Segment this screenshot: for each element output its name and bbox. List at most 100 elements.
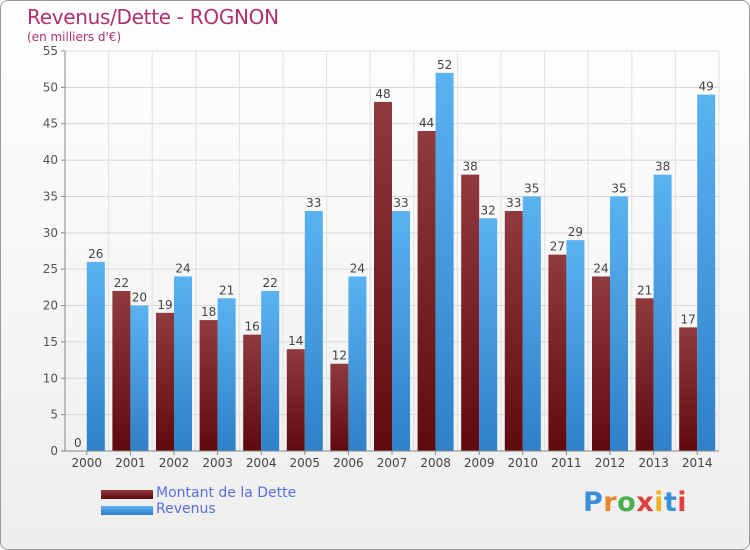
data-label: 24 (175, 261, 190, 275)
logo-letter: i (677, 487, 688, 518)
x-tick-label: 2011 (551, 456, 582, 470)
legend-swatch-debt (101, 490, 153, 499)
bar-debt-2004 (243, 334, 262, 451)
bar-revenue-2003 (217, 298, 236, 451)
data-label: 0 (74, 436, 82, 450)
bar-debt-2013 (635, 298, 654, 451)
x-tick-label: 2003 (202, 456, 233, 470)
x-tick-label: 2007 (377, 456, 408, 470)
x-tick-label: 2000 (72, 456, 103, 470)
legend-swatch-revenue (101, 506, 153, 515)
data-label: 24 (593, 261, 608, 275)
data-label: 38 (655, 160, 670, 174)
data-label: 21 (219, 283, 234, 297)
data-label: 27 (550, 240, 565, 254)
x-tick-label: 2002 (159, 456, 190, 470)
y-tick-label: 45 (43, 117, 58, 131)
bar-revenue-2002 (174, 276, 192, 451)
y-tick-label: 20 (43, 299, 58, 313)
x-tick-label: 2001 (115, 456, 146, 470)
data-label: 24 (350, 261, 365, 275)
logo-letter: r (603, 487, 618, 518)
axes: 0 5 10 15 20 25 30 35 40 45 50 55 2000 2001 2002 2003 20… (43, 44, 719, 470)
bar-revenue-2010 (522, 196, 541, 451)
bar-revenue-2001 (130, 305, 149, 451)
bar-revenue-2014 (697, 94, 716, 452)
x-tick-label: 2005 (290, 456, 321, 470)
x-tick-label: 2004 (246, 456, 277, 470)
data-label: 33 (393, 196, 408, 210)
bar-debt-2014 (679, 327, 698, 451)
bar-debt-2006 (330, 363, 349, 451)
bar-debt-2011 (548, 254, 567, 451)
y-tick-label: 15 (43, 335, 58, 349)
x-tick-label: 2012 (595, 456, 626, 470)
data-label: 38 (463, 160, 478, 174)
data-label: 18 (201, 305, 216, 319)
bar-revenue-2006 (348, 276, 367, 451)
y-tick-label: 10 (43, 371, 58, 385)
bar-revenue-2011 (566, 240, 585, 451)
data-label: 16 (245, 320, 260, 334)
chart-title: Revenus/Dette - ROGNON (27, 5, 279, 29)
data-label: 32 (481, 203, 496, 217)
data-label: 49 (699, 80, 714, 94)
y-tick-label: 35 (43, 189, 58, 203)
bar-revenue-2009 (479, 218, 498, 451)
logo-letter: i (654, 487, 664, 518)
legend-label-debt: Montant de la Dette (156, 485, 297, 501)
x-tick-label: 2009 (464, 456, 495, 470)
data-label: 22 (114, 276, 129, 290)
y-tick-label: 40 (43, 153, 58, 167)
bar-debt-2008 (417, 131, 436, 451)
bar-revenue-2012 (610, 196, 628, 451)
data-label: 35 (611, 181, 626, 195)
data-label: 33 (306, 196, 321, 210)
x-tick-label: 2010 (508, 456, 539, 470)
bar-debt-2005 (286, 349, 305, 451)
bar-revenue-2013 (653, 174, 672, 452)
logo-letter: o (617, 487, 637, 518)
y-tick-label: 0 (50, 444, 58, 458)
y-tick-label: 50 (43, 80, 58, 94)
data-label: 26 (88, 247, 103, 261)
y-tick-label: 5 (50, 408, 58, 422)
data-label: 17 (681, 312, 696, 326)
bar-revenue-2005 (304, 211, 323, 451)
data-label: 48 (375, 87, 390, 101)
logo-letter: x (636, 487, 655, 518)
data-label: 19 (157, 298, 172, 312)
bar-revenue-2004 (261, 291, 280, 451)
bar-debt-2007 (374, 101, 392, 451)
bar-debt-2010 (504, 211, 523, 451)
data-label: 12 (332, 349, 347, 363)
bars (86, 72, 716, 452)
bar-revenue-2008 (435, 72, 454, 452)
bar-revenue-2000 (86, 261, 105, 451)
y-tick-label: 30 (43, 226, 58, 240)
data-label: 20 (132, 291, 147, 305)
data-label: 35 (524, 181, 539, 195)
data-label: 22 (263, 276, 278, 290)
data-label: 52 (437, 58, 452, 72)
x-tick-label: 2013 (638, 456, 669, 470)
bar-debt-2009 (461, 174, 480, 452)
bar-debt-2002 (156, 312, 174, 451)
data-labels: 0262220192418211622143312244833445238323… (74, 58, 714, 450)
logo-letter: P (583, 487, 604, 518)
data-label: 44 (419, 116, 434, 130)
data-label: 21 (637, 283, 652, 297)
bar-debt-2012 (592, 276, 610, 451)
bar-debt-2003 (199, 320, 218, 451)
x-tick-label: 2008 (420, 456, 451, 470)
logo-letter: t (663, 487, 678, 518)
data-label: 33 (506, 196, 521, 210)
data-label: 29 (568, 225, 583, 239)
y-tick-label: 55 (43, 44, 58, 58)
x-tick-label: 2014 (682, 456, 713, 470)
bar-revenue-2007 (392, 211, 410, 451)
legend-label-revenue: Revenus (156, 501, 216, 517)
x-tick-label: 2006 (333, 456, 364, 470)
